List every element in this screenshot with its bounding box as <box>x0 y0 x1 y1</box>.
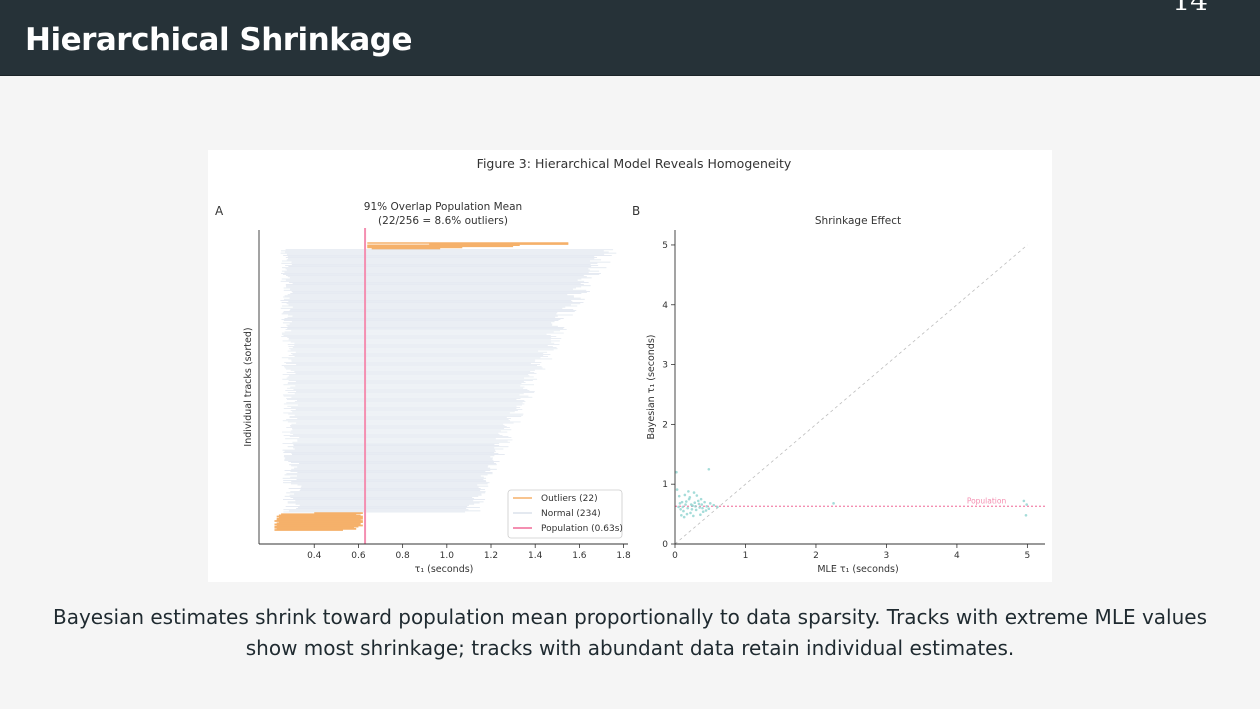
scatter-point <box>698 506 701 509</box>
panel-b-plot: Population 0 1 2 3 4 5 0 1 2 3 4 5 <box>662 230 1045 561</box>
scatter-point <box>715 505 719 509</box>
scatter-point <box>685 512 689 516</box>
x-tick-label: 5 <box>1025 551 1031 561</box>
panel-b-xlabel: MLE τ₁ (seconds) <box>817 564 898 575</box>
x-tick-label: 1 <box>743 551 749 561</box>
x-tick-label: 1.8 <box>616 551 631 561</box>
scatter-point <box>679 508 682 511</box>
panel-a-xlabel: τ₁ (seconds) <box>415 564 474 575</box>
panel-a-legend: Outliers (22) Normal (234) Population (0… <box>507 489 623 539</box>
scatter-point <box>708 502 712 505</box>
panel-b-title: Shrinkage Effect <box>815 215 901 227</box>
scatter-point <box>707 467 711 471</box>
figure: Figure 3: Hierarchical Model Reveals Hom… <box>208 150 1052 582</box>
legend-label-outliers: Outliers (22) <box>541 494 598 504</box>
x-tick-label: 4 <box>954 551 960 561</box>
scatter-point <box>1022 499 1026 503</box>
scatter-point <box>682 509 685 513</box>
panel-a-letter: A <box>215 204 224 218</box>
scatter-point <box>1024 513 1028 517</box>
scatter-point <box>687 490 690 493</box>
x-tick-label: 1.2 <box>484 551 498 561</box>
scatter-point <box>703 500 706 504</box>
x-tick-label: 3 <box>884 551 890 561</box>
scatter-point <box>695 494 699 497</box>
scatter-point <box>712 503 716 507</box>
scatter-point <box>680 513 683 517</box>
slide-title: Hierarchical Shrinkage <box>25 22 413 58</box>
slide-caption: Bayesian estimates shrink toward populat… <box>52 605 1208 660</box>
x-tick-label: 0.4 <box>307 551 322 561</box>
scatter-point <box>689 511 692 515</box>
legend-frame <box>507 489 623 539</box>
scatter-point <box>1025 503 1028 506</box>
y-tick-label: 0 <box>662 540 668 550</box>
scatter-point <box>682 515 686 519</box>
scatter-point <box>678 502 682 505</box>
scatter-point <box>700 503 704 506</box>
population-line-label: Population <box>967 496 1007 505</box>
panel-a-ylabel: Individual tracks (sorted) <box>243 327 254 446</box>
figure-title: Figure 3: Hierarchical Model Reveals Hom… <box>477 156 792 171</box>
scatter-point <box>692 514 695 518</box>
scatter-point <box>693 501 697 505</box>
scatter-point <box>699 497 703 501</box>
scatter-point <box>699 513 702 516</box>
figure-svg: Figure 3: Hierarchical Model Reveals Hom… <box>215 156 1045 575</box>
x-tick-label: 1.0 <box>440 551 455 561</box>
panel-a-title-line1: 91% Overlap Population Mean <box>364 201 522 213</box>
y-tick-label: 3 <box>662 361 668 371</box>
scatter-point <box>686 506 689 510</box>
scatter-point <box>701 510 705 514</box>
x-tick-label: 0.8 <box>395 551 410 561</box>
x-tick-label: 1.4 <box>528 551 543 561</box>
scatter-point <box>689 503 693 506</box>
x-tick-label: 0.6 <box>351 551 366 561</box>
scatter-point <box>690 508 694 511</box>
scatter-point <box>677 505 680 509</box>
y-tick-label: 4 <box>662 301 668 311</box>
scatter-point <box>675 470 678 474</box>
scatter-point <box>684 503 687 506</box>
y-tick-label: 1 <box>662 480 668 490</box>
scatter-point <box>688 496 692 499</box>
slide-header: Hierarchical Shrinkage 14 <box>0 0 1260 76</box>
scatter-point <box>705 505 709 508</box>
scatter-point <box>694 505 697 508</box>
panel-b-letter: B <box>632 204 640 218</box>
scatter-point <box>684 500 688 503</box>
scatter-point <box>704 509 708 512</box>
scatter-point <box>675 488 679 491</box>
y-tick-label: 2 <box>662 420 668 430</box>
scatter-point <box>680 500 684 504</box>
legend-label-normal: Normal (234) <box>541 509 601 519</box>
scatter-point <box>707 507 711 511</box>
scatter-point <box>697 502 701 506</box>
panel-b-ylabel: Bayesian τ₁ (seconds) <box>646 334 657 439</box>
legend-label-population: Population (0.63s) <box>541 524 623 534</box>
reference-diagonal-line <box>674 244 1028 545</box>
scatter-point <box>701 506 704 510</box>
x-tick-label: 2 <box>813 551 819 561</box>
panel-a-plot: 0.4 0.6 0.8 1.0 1.2 1.4 1.6 1.8 <box>258 228 631 561</box>
scatter-point <box>694 508 698 512</box>
scatter-point <box>683 493 687 497</box>
slide-number: 14 <box>1172 0 1208 17</box>
scatter-point <box>681 505 685 509</box>
y-tick-label: 5 <box>662 241 668 251</box>
scatter-point <box>696 499 700 503</box>
scatter-point <box>692 491 696 494</box>
x-tick-label: 1.6 <box>572 551 587 561</box>
scatter-point <box>832 502 835 505</box>
scatter-point <box>677 494 681 498</box>
x-tick-label: 0 <box>672 551 678 561</box>
panel-a-title-line2: (22/256 = 8.6% outliers) <box>378 215 508 227</box>
